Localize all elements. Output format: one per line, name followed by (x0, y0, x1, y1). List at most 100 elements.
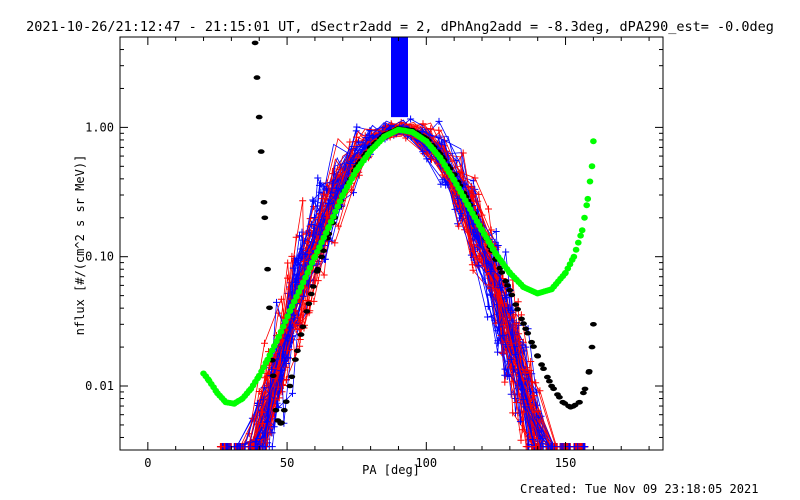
model-curve-black-dot (546, 378, 553, 384)
measurement-point (469, 220, 477, 228)
model-curve-black-dot (309, 284, 317, 289)
measurement-point (539, 443, 547, 450)
model-curve-black-dot (502, 278, 510, 284)
measurement-point (496, 288, 504, 296)
model-curve-black-dot (294, 348, 301, 354)
plot-frame (119, 36, 664, 451)
measurement-point (469, 192, 477, 200)
x-tick-label: 0 (144, 456, 151, 470)
measurement-point (261, 339, 268, 347)
measurement-point (471, 253, 479, 261)
x-tick-label: 150 (555, 456, 577, 470)
measurement-point (268, 429, 276, 437)
measurement-point (530, 392, 538, 400)
measurement-point (499, 331, 507, 339)
measurement-point (519, 386, 526, 394)
model-curve-green-dot (286, 308, 294, 314)
model-curve-green-dot (264, 356, 271, 363)
model-curve-black-dot (251, 40, 259, 46)
model-curve-green-dot (584, 195, 592, 202)
measurement-point (518, 426, 526, 434)
model-curve-green-dot (302, 274, 309, 281)
model-curve-black-dot (255, 114, 263, 120)
measurement-point (287, 324, 295, 332)
measurement-point (298, 228, 306, 236)
measurement-point (509, 409, 517, 417)
model-curve-green-dot (297, 284, 305, 291)
model-curve-black-dot (278, 420, 285, 426)
measurement-point (494, 337, 502, 345)
model-curve-green-dot (299, 279, 307, 286)
model-curve-black-dot (538, 362, 545, 367)
model-curve-green-dot (277, 328, 285, 335)
measurement-point (475, 190, 483, 198)
model-curve-black-dot (506, 288, 514, 293)
measurement-point (501, 378, 509, 386)
model-curve-green-dot (282, 318, 289, 325)
measurement-point (314, 174, 322, 182)
measurement-point (309, 196, 317, 204)
model-curve-black-dot (297, 332, 305, 337)
measurement-point (439, 171, 447, 179)
model-curve-black-dot (524, 330, 532, 336)
measurement-point (512, 320, 520, 328)
measurement-point (387, 120, 395, 128)
model-curve-green-dot (311, 253, 319, 260)
model-curve-green-dot (295, 289, 303, 295)
measurement-point (580, 443, 588, 450)
measurement-point (437, 180, 445, 188)
measurement-point (521, 369, 529, 377)
model-curve-black-dot (585, 369, 593, 374)
model-curve-green-dot (273, 338, 280, 345)
measurement-point (334, 222, 342, 230)
measurement-point (459, 149, 467, 157)
measurement-point (485, 205, 492, 213)
measurement-point (502, 321, 510, 328)
model-curve-green-dot (322, 229, 330, 236)
model-curve-black-dot (307, 291, 315, 297)
measurement-point (320, 183, 328, 191)
measurement-point (296, 313, 304, 321)
measurement-point (485, 281, 493, 289)
measurement-point (497, 284, 504, 292)
measurement-point (510, 377, 518, 385)
y-axis-label: nflux [#/(cm^2 s sr MeV)] (73, 155, 87, 336)
y-tick-label: 1.00 (85, 120, 114, 134)
measurement-point (320, 190, 328, 198)
model-curve-green-dot (575, 239, 582, 246)
model-curve-black-dot (261, 215, 269, 221)
model-curve-green-dot (590, 138, 597, 145)
measurement-point (427, 125, 435, 133)
model-curve-green-dot (334, 203, 342, 210)
model-curve-green-dot (332, 208, 339, 215)
measurement-point (299, 197, 307, 205)
model-curve-black-dot (266, 305, 273, 311)
model-curve-green-dot (293, 293, 300, 300)
model-curve-black-dot (550, 386, 557, 392)
model-curve-green-dot (336, 198, 344, 205)
model-curve-black-dot (556, 395, 563, 400)
model-curve-green-dot (318, 239, 325, 246)
measurement-point (435, 117, 443, 125)
measurement-point (507, 356, 515, 364)
model-curve-black-dot (508, 292, 516, 298)
model-curve-black-dot (588, 344, 596, 350)
measurement-point (455, 222, 463, 230)
model-curve-black-dot (498, 270, 506, 275)
measurement-point (517, 436, 525, 444)
model-curve-green-dot (268, 347, 276, 354)
measurement-point (522, 343, 530, 351)
measurement-point (521, 403, 529, 411)
model-curve-black-dot (320, 248, 327, 253)
model-curve-green-dot (284, 313, 291, 320)
model-curve-black-dot (580, 390, 587, 396)
measurement-point (289, 264, 297, 272)
model-curve-black-dot (299, 324, 307, 330)
measurement-point (277, 367, 285, 375)
model-curve-green-dot (288, 303, 296, 310)
model-curve-black-dot (282, 399, 290, 405)
measurement-point (492, 228, 500, 235)
measurement-point (322, 255, 329, 263)
measurement-point (494, 348, 502, 356)
